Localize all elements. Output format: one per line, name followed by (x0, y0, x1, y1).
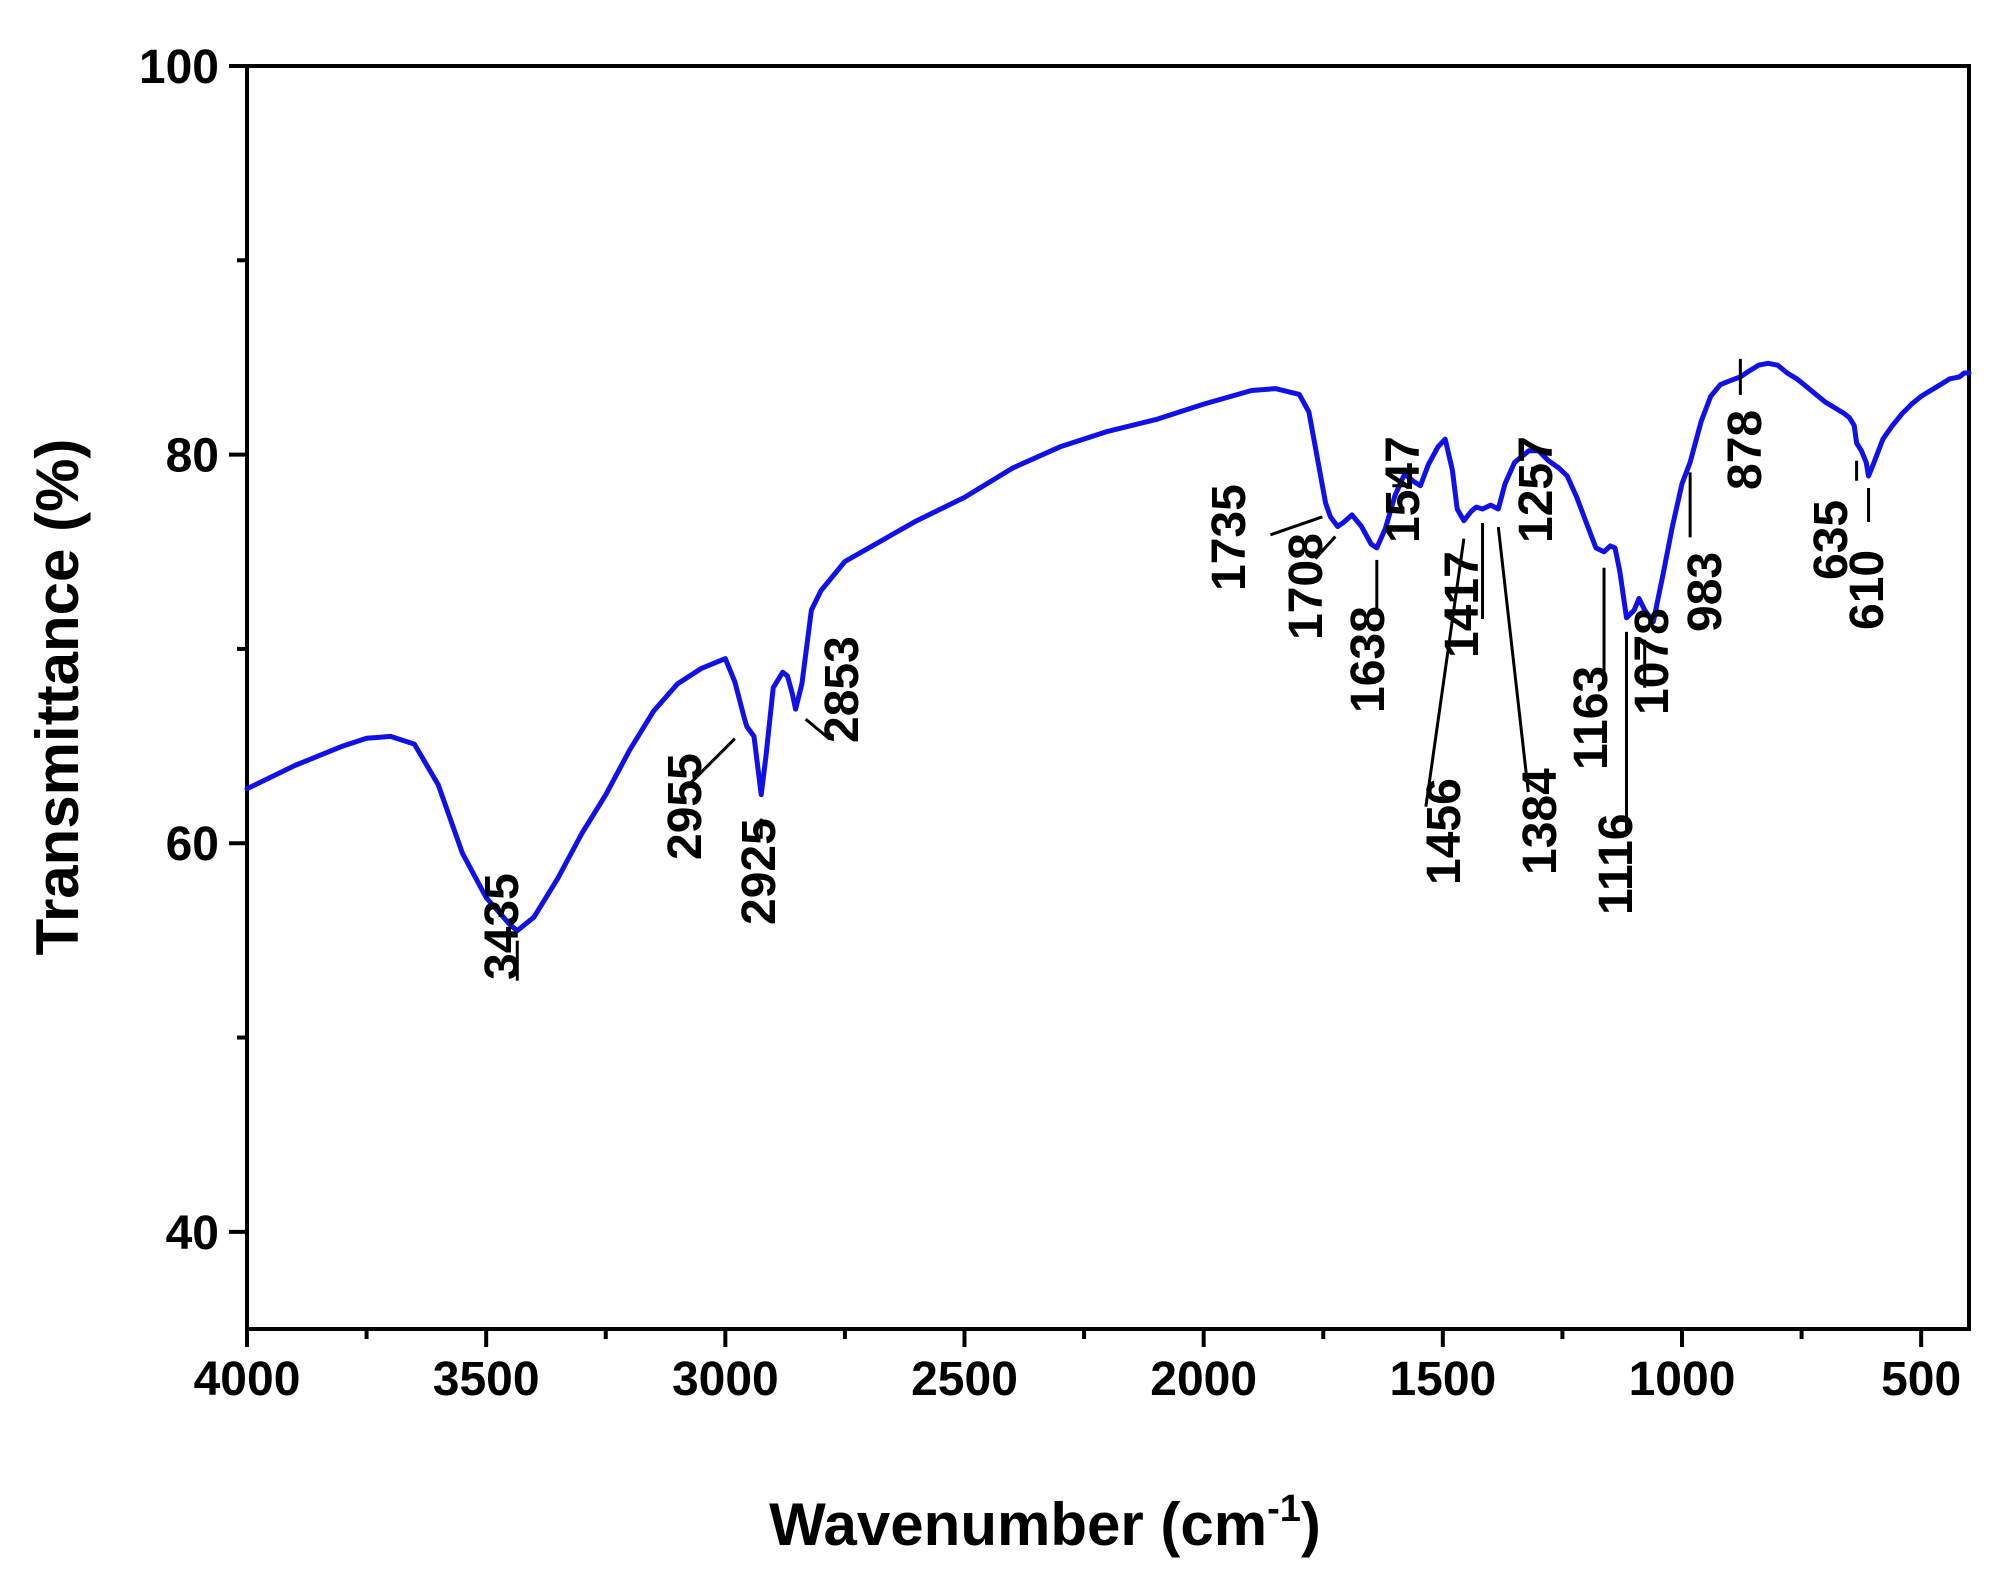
peak-label: 610 (1841, 550, 1894, 630)
series-layer (244, 360, 1972, 934)
peak-leader-line (1424, 538, 1466, 807)
x-axis-title: Wavenumber (cm-1) (769, 1488, 1321, 1558)
peak-leader-line (687, 737, 736, 786)
peak-label: 1078 (1626, 608, 1679, 715)
peak-label: 1257 (1510, 436, 1563, 543)
y-tick-label: 40 (166, 1207, 219, 1260)
x-tick-label: 2500 (911, 1353, 1018, 1406)
peak-label: 1708 (1280, 533, 1333, 640)
x-tick-label: 3000 (672, 1353, 779, 1406)
peak-label: 2853 (816, 636, 869, 743)
peak-label: 2925 (733, 818, 786, 925)
peak-label: 1163 (1565, 666, 1618, 770)
peak-label: 2955 (659, 753, 712, 860)
y-tick-label: 60 (166, 818, 219, 871)
peak-label: 1456 (1418, 778, 1471, 885)
peak-label: 1638 (1342, 606, 1395, 713)
peak-label: 1547 (1377, 436, 1430, 543)
peak-label: 878 (1719, 410, 1772, 490)
x-tick-label: 1500 (1389, 1353, 1496, 1406)
plot-frame (245, 64, 1971, 1331)
y-tick-label: 100 (139, 41, 219, 94)
y-tick-label: 80 (166, 430, 219, 483)
spectrum-line (244, 360, 1972, 934)
x-tick-label: 500 (1881, 1353, 1961, 1406)
axis-ticks (229, 64, 1924, 1347)
peak-label: 1384 (1514, 768, 1567, 875)
x-tick-label: 4000 (194, 1353, 301, 1406)
peak-label: 1116 (1590, 814, 1643, 915)
x-tick-label: 2000 (1150, 1353, 1257, 1406)
x-tick-label: 3500 (433, 1353, 540, 1406)
peak-leader-line (1314, 535, 1337, 560)
x-axis-title-superscript: -1 (1267, 1488, 1301, 1530)
peak-leader-line (804, 718, 831, 741)
x-axis-title-suffix: ) (1301, 1491, 1321, 1558)
x-tick-label: 1000 (1629, 1353, 1736, 1406)
peak-label: 3435 (476, 873, 529, 980)
peak-leader-line (1496, 526, 1530, 793)
peak-label: 983 (1679, 552, 1732, 632)
peak-label: 635 (1805, 500, 1858, 580)
peak-label: 1417 (1436, 551, 1489, 658)
peak-label: 1735 (1203, 484, 1256, 591)
axis-tick-labels: 4000 3500 3000 2500 2000 1500 1000 500 40 60 80 100 (139, 41, 1961, 1406)
x-axis-title-main: Wavenumber (cm (769, 1491, 1267, 1558)
y-axis-title: Transmittance (%) (24, 439, 91, 956)
peak-leader-line (1269, 515, 1323, 537)
